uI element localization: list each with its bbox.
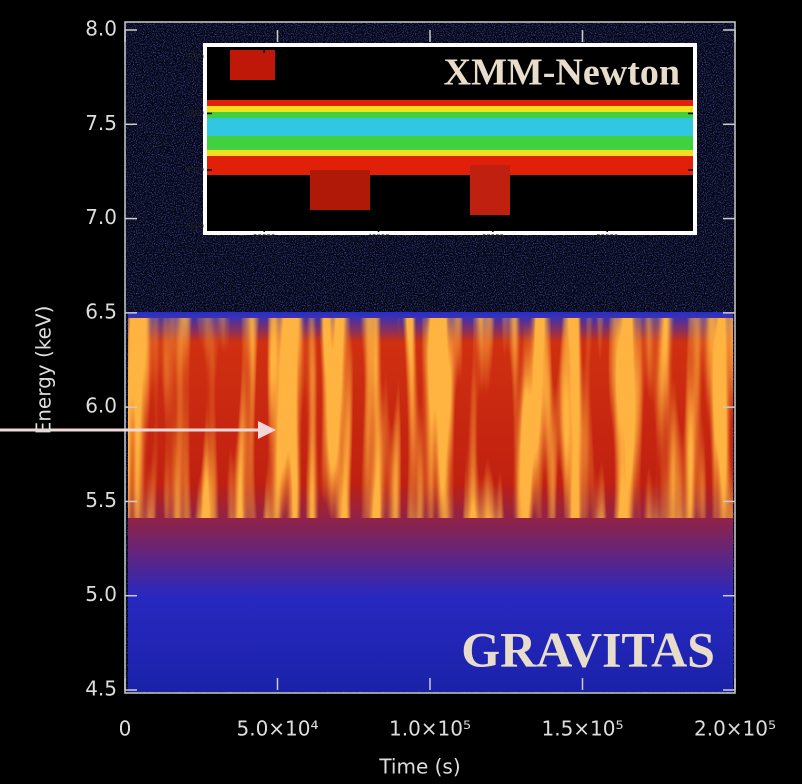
y-tick-label: 5.0 xyxy=(85,582,117,606)
x-tick-label: 1.0×10⁵ xyxy=(389,717,471,741)
y-tick-label: 5500 xyxy=(186,222,204,230)
arrow-head xyxy=(258,421,276,439)
inset-blob xyxy=(470,165,510,215)
y-tick-label: 6.0 xyxy=(85,394,117,418)
inset-blob xyxy=(310,170,370,210)
x-tick-label: 60000 xyxy=(482,233,504,241)
x-tick-label: 5.0×10⁴ xyxy=(236,717,318,741)
y-axis-label: Energy (keV) xyxy=(32,306,56,435)
y-tick-label: 7.0 xyxy=(85,205,117,229)
inset-blob xyxy=(230,50,275,80)
x-tick-label: 80000 xyxy=(596,233,618,241)
streaks xyxy=(128,318,733,518)
inset-cyan xyxy=(207,118,693,136)
annotation: GRAVITAS xyxy=(461,621,715,677)
y-tick-label: 5.5 xyxy=(85,488,117,512)
x-tick-label: 40000 xyxy=(367,233,389,241)
y-tick-label: 6.5 xyxy=(85,299,117,323)
y-tick-label: 4.5 xyxy=(85,677,117,701)
y-tick-label: 6500 xyxy=(186,109,204,117)
y-tick-label: 7000 xyxy=(186,53,204,61)
x-tick-label: 2.0×10⁵ xyxy=(694,717,776,741)
y-tick-label: 7.5 xyxy=(85,111,117,135)
inset-title: XMM-Newton xyxy=(444,52,680,94)
y-tick-label: 8.0 xyxy=(85,17,117,41)
x-tick-label: 0 xyxy=(119,717,132,741)
plot-frame xyxy=(124,21,736,694)
x-axis-label: Time (s) xyxy=(378,755,460,779)
x-tick-label: 20000 xyxy=(253,233,275,241)
y-tick-label: 6000 xyxy=(186,166,204,174)
x-tick-label: 1.5×10⁵ xyxy=(541,717,623,741)
